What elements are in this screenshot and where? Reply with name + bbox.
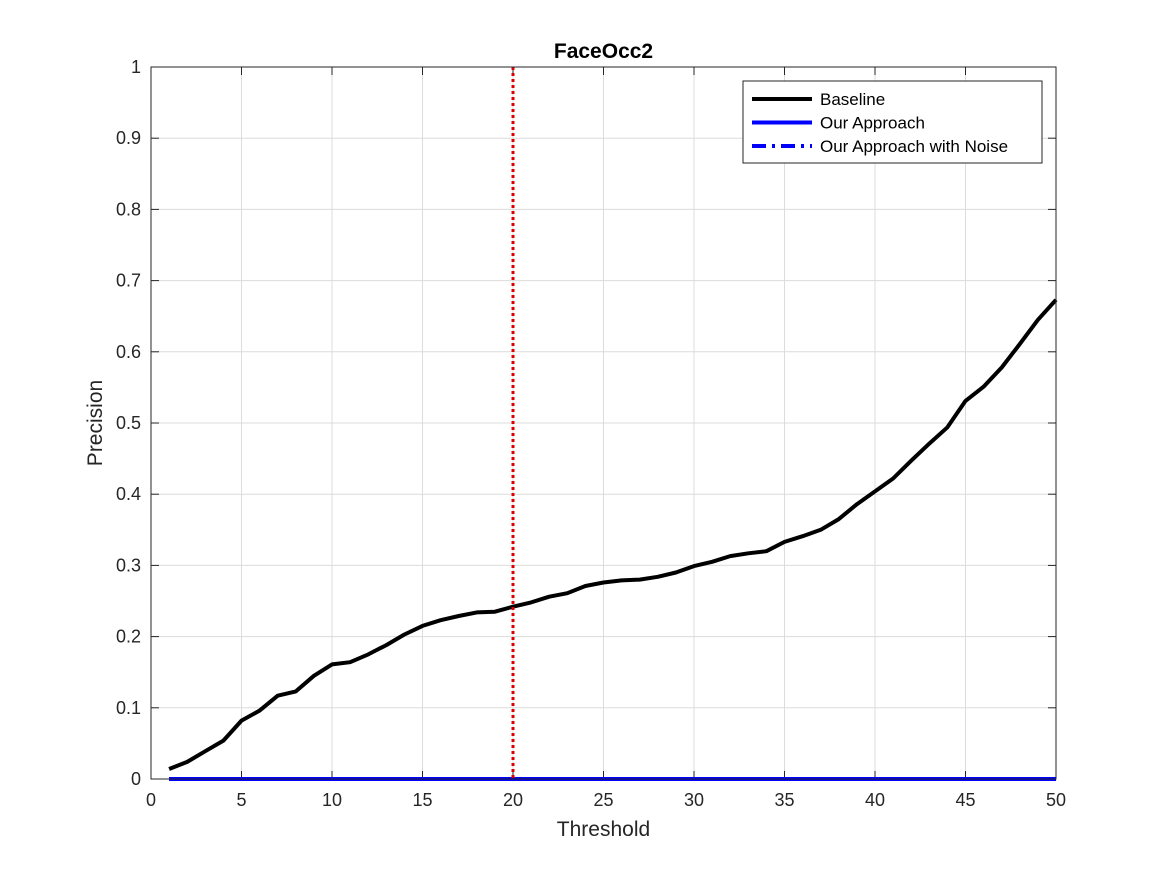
x-tick-label: 35 [774, 790, 794, 810]
x-tick-label: 25 [593, 790, 613, 810]
legend-label-2: Our Approach with Noise [820, 137, 1008, 156]
x-tick-label: 15 [412, 790, 432, 810]
y-tick-label: 0.2 [116, 627, 141, 647]
tick-labels: 0 5 10 15 20 25 30 35 40 45 50 0 0.1 0.2 0.3 0.4 0.5 0.6 0… [116, 57, 1066, 810]
y-tick-label: 0.3 [116, 555, 141, 575]
legend-label-0: Baseline [820, 90, 885, 109]
x-tick-label: 30 [684, 790, 704, 810]
x-tick-label: 5 [236, 790, 246, 810]
y-axis-label: Precision [84, 380, 107, 466]
legend-label-1: Our Approach [820, 114, 925, 133]
y-tick-label: 0.4 [116, 484, 141, 504]
x-tick-label: 40 [865, 790, 885, 810]
x-axis-label: Threshold [557, 818, 650, 841]
y-tick-label: 0.9 [116, 128, 141, 148]
legend: Baseline Our Approach Our Approach with No… [742, 80, 1043, 164]
x-tick-label: 10 [322, 790, 342, 810]
x-tick-label: 45 [955, 790, 975, 810]
y-tick-label: 0 [131, 769, 141, 789]
y-tick-label: 0.5 [116, 413, 141, 433]
series-line-0 [168, 298, 1058, 771]
y-tick-label: 1 [131, 57, 141, 77]
y-tick-label: 0.8 [116, 199, 141, 219]
y-tick-label: 0.6 [116, 342, 141, 362]
y-tick-label: 0.1 [116, 698, 141, 718]
x-tick-label: 20 [503, 790, 523, 810]
y-tick-label: 0.7 [116, 271, 141, 291]
x-tick-label: 0 [146, 790, 156, 810]
chart-title: FaceOcc2 [554, 40, 653, 63]
plot-frame [150, 66, 1057, 780]
x-tick-label: 50 [1046, 790, 1066, 810]
